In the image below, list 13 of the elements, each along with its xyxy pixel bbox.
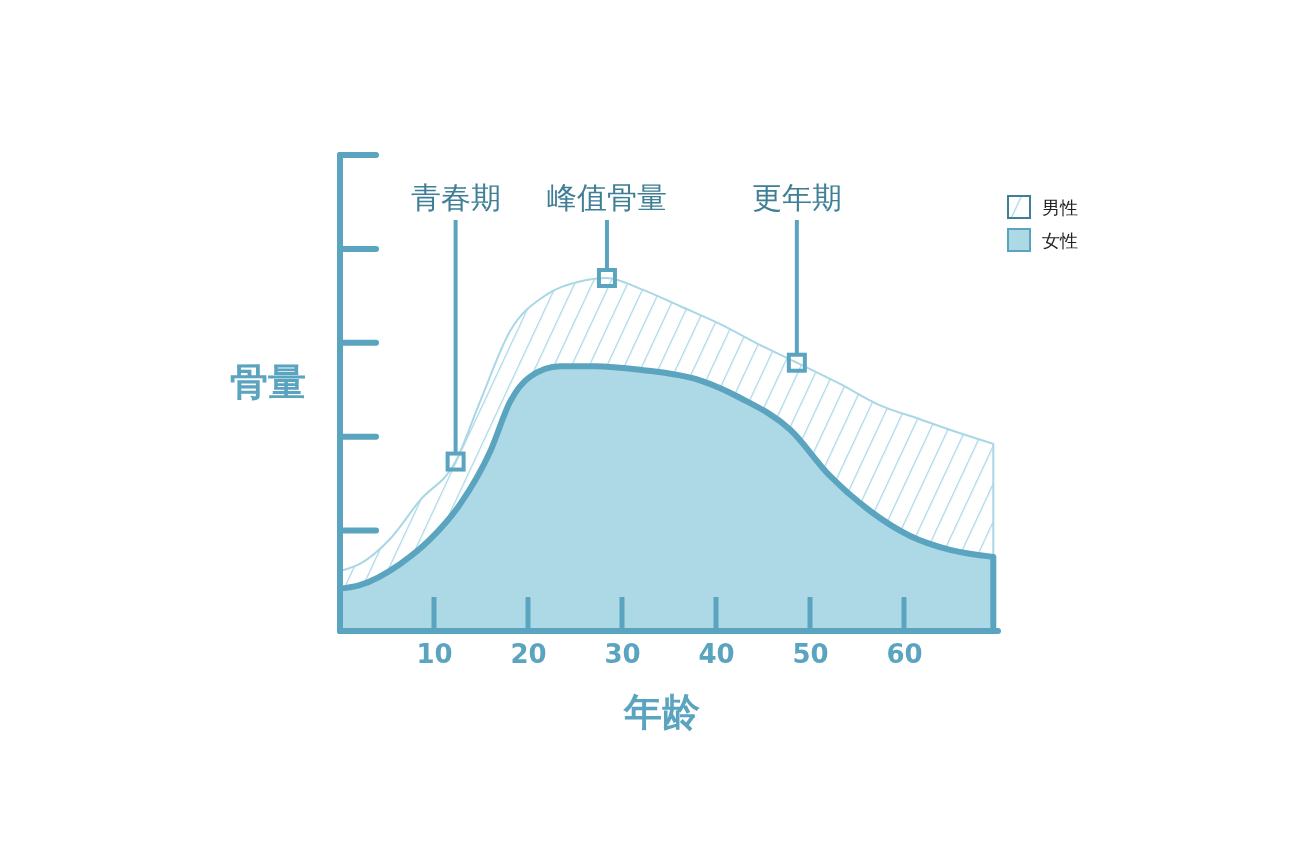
annotation: 更年期 [751, 180, 842, 215]
x-tick-label: 60 [886, 639, 923, 670]
legend-label: 女性 [1042, 230, 1078, 251]
x-tick-label: 40 [698, 639, 735, 670]
annotation: 峰值骨量 [546, 180, 667, 215]
x-tick-label: 20 [510, 639, 547, 670]
y-axis-title: 骨量 [230, 360, 306, 404]
annotation: 青春期 [410, 180, 501, 215]
x-tick-label: 30 [604, 639, 641, 670]
x-tick-label: 50 [792, 639, 829, 670]
x-tick-label: 10 [416, 639, 453, 670]
x-axis-title: 年龄 [623, 690, 700, 734]
legend-label: 男性 [1042, 197, 1078, 218]
